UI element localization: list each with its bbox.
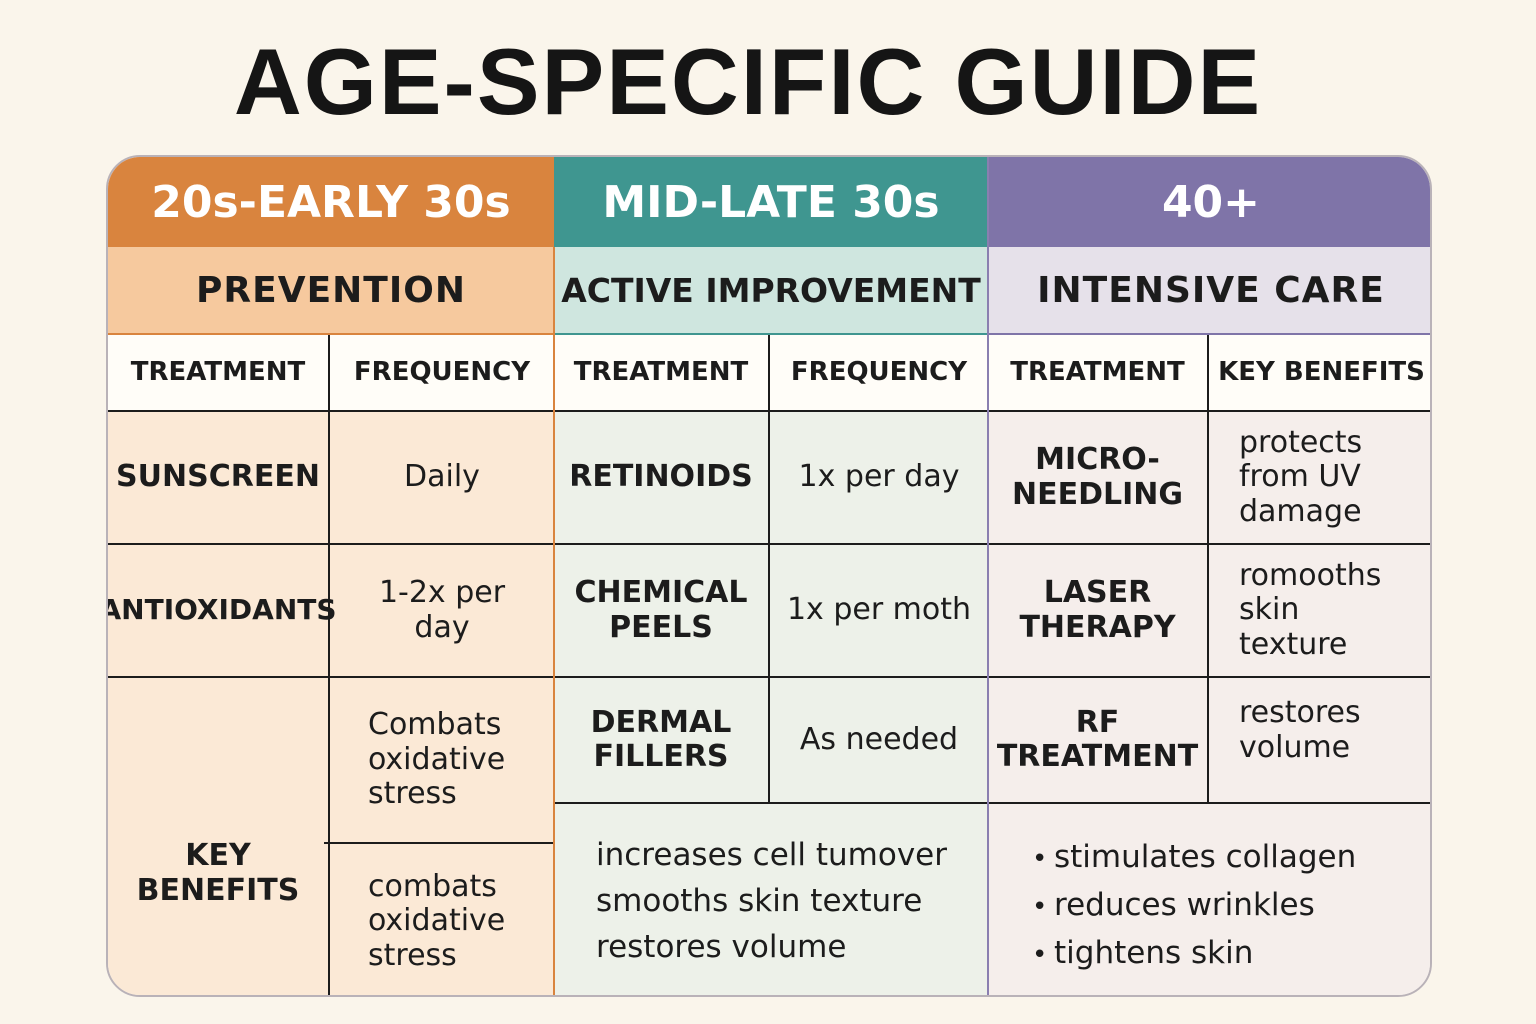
benefits-list: • stimulates collagen • reduces wrinkles •… <box>1032 834 1356 978</box>
list-item: • tightens skin <box>1032 930 1356 978</box>
treatment-cell: MICRO-NEEDLING <box>988 412 1209 545</box>
age-header: 40+ <box>988 157 1430 247</box>
header-key-benefits: KEY BENEFITS <box>1209 335 1430 412</box>
page-title: AGE-SPECIFIC GUIDE <box>233 29 1263 134</box>
treatment-cell: DERMAL FILLERS <box>554 678 770 804</box>
header-treatment: TREATMENT <box>988 335 1209 412</box>
treatment-cell: ANTIOXIDANTS <box>108 545 337 678</box>
treatment-cell: CHEMICAL PEELS <box>554 545 770 678</box>
column-divider <box>987 157 989 995</box>
age-header: MID-LATE 30s <box>554 157 988 247</box>
bullet-icon: • <box>1032 892 1048 922</box>
benefit-cell: Combats oxidative stress <box>324 678 554 844</box>
phase-header: PREVENTION <box>108 247 554 335</box>
list-item: smooths skin texture <box>596 883 923 919</box>
treatment-cell: RF TREATMENT <box>988 678 1209 804</box>
header-frequency: FREQUENCY <box>330 335 554 412</box>
benefit-cell: restores volume <box>1209 678 1430 804</box>
frequency-cell: 1-2x per day <box>330 545 554 678</box>
header-treatment: TREATMENT <box>554 335 770 412</box>
column-mid-late-30s: MID-LATE 30s ACTIVE IMPROVEMENT TREATMEN… <box>554 157 988 995</box>
list-item: • reduces wrinkles <box>1032 882 1356 930</box>
frequency-cell: Daily <box>330 412 554 545</box>
frequency-cell: 1x per day <box>770 412 988 545</box>
list-item: restores volume <box>596 929 847 965</box>
treatment-cell: SUNSCREEN <box>108 412 330 545</box>
treatment-cell: LASER THERAPY <box>988 545 1209 678</box>
age-guide-table: 20s-EARLY 30s PREVENTION TREATMENT FREQU… <box>106 155 1432 997</box>
age-header: 20s-EARLY 30s <box>108 157 554 247</box>
frequency-cell: 1x per moth <box>770 545 988 678</box>
list-item: increases cell tumover <box>596 837 947 873</box>
header-frequency: FREQUENCY <box>770 335 988 412</box>
bullet-icon: • <box>1032 940 1048 970</box>
phase-header: INTENSIVE CARE <box>988 247 1430 335</box>
benefit-cell: romooths skin texture <box>1209 545 1430 678</box>
phase-header: ACTIVE IMPROVEMENT <box>554 247 988 335</box>
benefit-cell: combats oxidative stress <box>368 868 506 973</box>
header-treatment: TREATMENT <box>108 335 330 412</box>
list-item: • stimulates collagen <box>1032 834 1356 882</box>
key-benefits-label: KEY BENEFITS <box>108 678 330 995</box>
treatment-cell: RETINOIDS <box>554 412 770 545</box>
benefit-cell: protects from UV damage <box>1209 412 1430 545</box>
column-divider <box>553 247 555 995</box>
frequency-cell: As needed <box>770 678 988 804</box>
bullet-icon: • <box>1032 844 1048 874</box>
column-40-plus: 40+ INTENSIVE CARE TREATMENT KEY BENEFIT… <box>988 157 1430 995</box>
benefits-list: increases cell tumover smooths skin text… <box>596 832 947 970</box>
column-20s-early-30s: 20s-EARLY 30s PREVENTION TREATMENT FREQU… <box>108 157 554 995</box>
